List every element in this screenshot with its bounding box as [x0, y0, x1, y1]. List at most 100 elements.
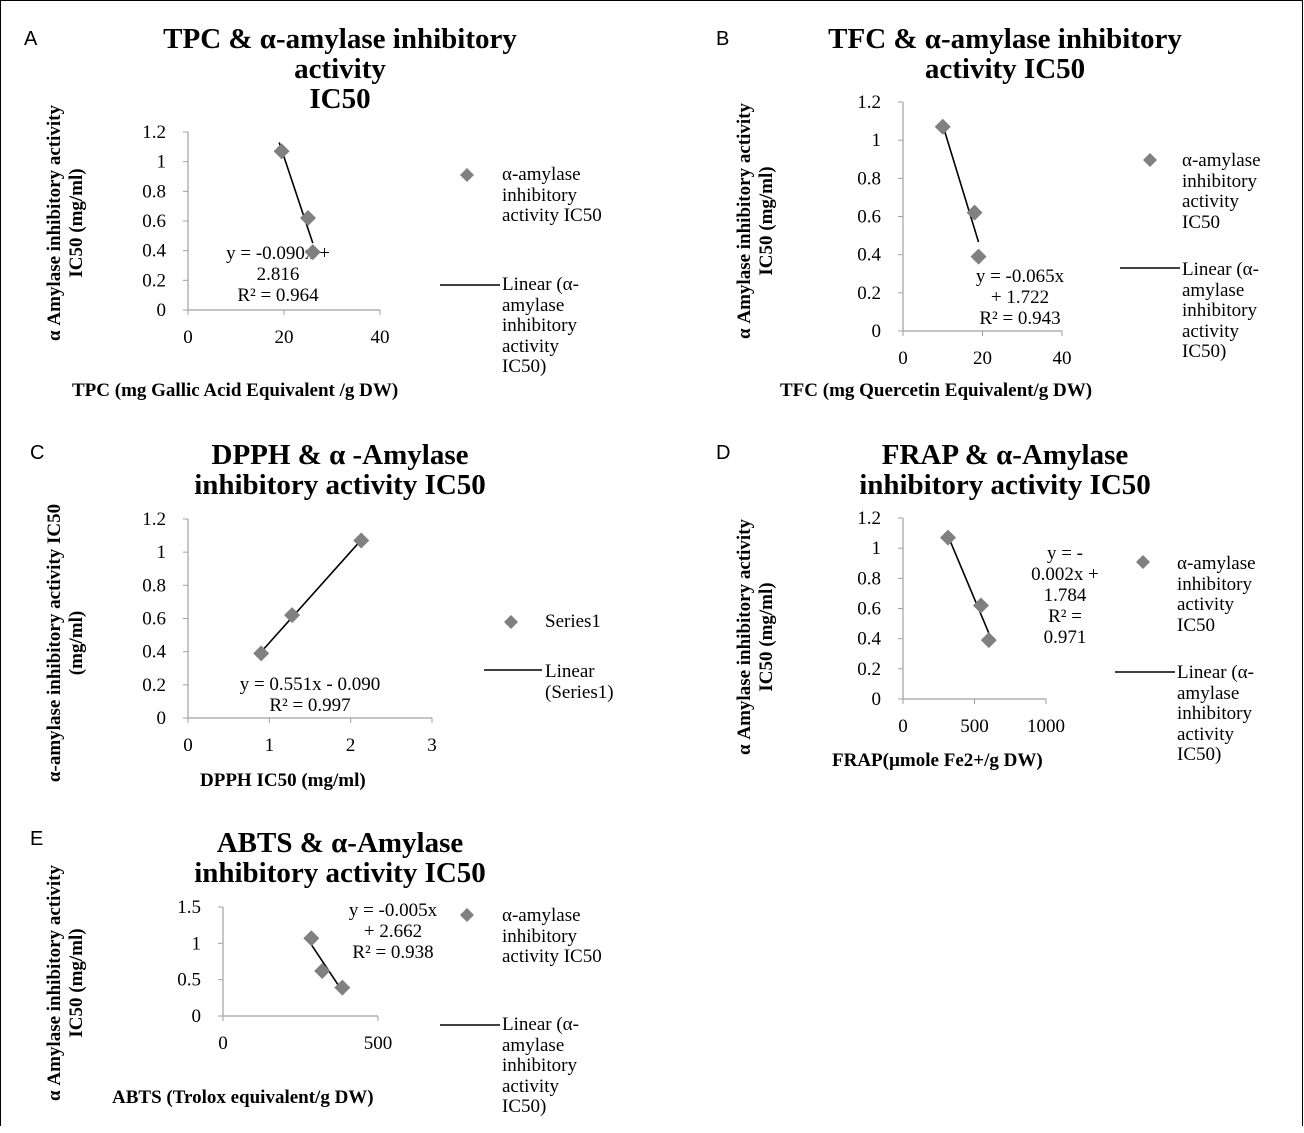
- data-point-c: [353, 532, 370, 549]
- y-tick-label-a: 0: [157, 300, 167, 321]
- trendline-equation-a: y = -0.090x + 2.816 R² = 0.964: [226, 243, 330, 306]
- data-point-a: [304, 244, 321, 261]
- y-tick-label-b: 0.8: [857, 168, 881, 189]
- legend-marker-label-c: Series1: [545, 611, 601, 632]
- y-tick-label-b: 0.6: [857, 207, 881, 228]
- chart-title-c: DPPH & α -Amylase inhibitory activity IC…: [194, 439, 486, 501]
- data-point-c: [284, 607, 301, 624]
- y-tick-label-c: 0.8: [142, 575, 166, 596]
- chart-title-a: TPC & α-amylase inhibitory activity IC50: [163, 23, 517, 115]
- y-tick-label-b: 0.4: [857, 245, 881, 266]
- y-tick-label-d: 0.4: [857, 629, 881, 650]
- x-axis-label-c: DPPH IC50 (mg/ml): [200, 770, 366, 791]
- data-point-d: [940, 529, 957, 546]
- panel-letter-b: B: [716, 28, 730, 50]
- panel-letter-a: A: [24, 28, 38, 50]
- x-tick-label-c: 0: [183, 735, 193, 756]
- x-tick-label-e: 0: [218, 1033, 228, 1054]
- y-tick-label-b: 1.2: [857, 92, 881, 113]
- y-tick-label-a: 1.2: [142, 122, 166, 143]
- x-axis-label-e: ABTS (Trolox equivalent/g DW): [112, 1087, 374, 1108]
- trendline-equation-c: y = 0.551x - 0.090 R² = 0.997: [239, 674, 381, 716]
- legend-marker-symbol-e: [460, 908, 474, 922]
- y-tick-label-e: 0.5: [177, 970, 201, 991]
- y-tick-label-c: 0.4: [142, 642, 166, 663]
- legend-line-label-d: Linear (α- amylase inhibitory activity I…: [1177, 662, 1254, 765]
- trendline-equation-b: y = -0.065x + 1.722 R² = 0.943: [975, 266, 1065, 329]
- y-tick-label-a: 0.6: [142, 211, 166, 232]
- legend-marker-label-b: α-amylase inhibitory activity IC50: [1182, 150, 1261, 233]
- y-tick-label-c: 1: [157, 542, 167, 563]
- legend-marker-label-a: α-amylase inhibitory activity IC50: [502, 164, 602, 226]
- y-tick-label-a: 0.2: [142, 270, 166, 291]
- data-point-d: [972, 597, 989, 614]
- data-point-b: [934, 118, 951, 135]
- data-point-b: [966, 204, 983, 221]
- x-tick-label-b: 40: [1053, 348, 1072, 369]
- legend-marker-symbol-d: [1136, 555, 1150, 569]
- chart-title-b: TFC & α-amylase inhibitory activity IC50: [828, 23, 1182, 85]
- x-axis-label-a: TPC (mg Gallic Acid Equivalent /g DW): [72, 380, 399, 401]
- x-tick-label-a: 40: [371, 327, 390, 348]
- x-tick-label-e: 500: [364, 1033, 393, 1054]
- legend-marker-symbol-b: [1143, 153, 1157, 167]
- trendline-a: [278, 142, 314, 244]
- legend-line-label-e: Linear (α- amylase inhibitory activity I…: [502, 1014, 579, 1117]
- x-tick-label-c: 3: [427, 735, 437, 756]
- x-tick-label-b: 20: [973, 348, 992, 369]
- data-point-a: [273, 143, 290, 160]
- x-tick-label-d: 1000: [1027, 716, 1065, 737]
- trendline-equation-e: y = -0.005x + 2.662 R² = 0.938: [348, 900, 438, 963]
- data-point-e: [314, 962, 331, 979]
- legend-line-label-a: Linear (α- amylase inhibitory activity I…: [502, 274, 579, 377]
- data-point-e: [303, 930, 320, 947]
- legend-marker-label-e: α-amylase inhibitory activity IC50: [502, 905, 602, 967]
- data-point-e: [334, 979, 351, 996]
- y-tick-label-b: 0: [872, 321, 882, 342]
- data-point-b: [970, 248, 987, 265]
- y-tick-label-d: 0.2: [857, 659, 881, 680]
- legend-marker-symbol-c: [504, 615, 518, 629]
- y-tick-label-e: 0: [192, 1006, 202, 1027]
- data-point-d: [980, 632, 997, 649]
- x-tick-label-c: 1: [265, 735, 275, 756]
- x-tick-label-a: 20: [275, 327, 294, 348]
- legend-marker-symbol-a: [460, 168, 474, 182]
- y-tick-label-c: 0: [157, 708, 167, 729]
- y-tick-label-d: 0: [872, 689, 882, 710]
- trendline-equation-d: y = - 0.002x + 1.784 R² = 0.971: [1031, 543, 1099, 648]
- x-tick-label-b: 0: [898, 348, 908, 369]
- legend-line-label-b: Linear (α- amylase inhibitory activity I…: [1182, 259, 1259, 362]
- y-tick-label-d: 1: [872, 538, 882, 559]
- y-tick-label-a: 1: [157, 152, 167, 173]
- y-tick-label-a: 0.4: [142, 241, 166, 262]
- y-tick-label-d: 0.6: [857, 599, 881, 620]
- y-tick-label-b: 1: [872, 130, 882, 151]
- y-tick-label-c: 0.6: [142, 609, 166, 630]
- y-tick-label-d: 0.8: [857, 568, 881, 589]
- y-tick-label-c: 1.2: [142, 509, 166, 530]
- x-tick-label-d: 500: [960, 716, 989, 737]
- y-tick-label-e: 1.5: [177, 897, 201, 918]
- y-tick-label-b: 0.2: [857, 283, 881, 304]
- chart-title-d: FRAP & α-Amylase inhibitory activity IC5…: [859, 439, 1151, 501]
- legend-marker-label-d: α-amylase inhibitory activity IC50: [1177, 553, 1256, 636]
- x-tick-label-a: 0: [183, 327, 193, 348]
- x-tick-label-c: 2: [346, 735, 356, 756]
- panel-letter-c: C: [30, 442, 45, 464]
- y-tick-label-c: 0.2: [142, 675, 166, 696]
- panel-letter-e: E: [30, 828, 44, 850]
- panel-letter-d: D: [716, 442, 731, 464]
- chart-title-e: ABTS & α-Amylase inhibitory activity IC5…: [194, 827, 486, 889]
- y-tick-label-d: 1.2: [857, 508, 881, 529]
- x-tick-label-d: 0: [898, 716, 908, 737]
- legend-line-label-c: Linear (Series1): [545, 661, 614, 703]
- trendline-d: [947, 535, 990, 634]
- x-axis-label-b: TFC (mg Quercetin Equivalent/g DW): [780, 380, 1093, 401]
- y-tick-label-a: 0.8: [142, 181, 166, 202]
- x-axis-label-d: FRAP(µmole Fe2+/g DW): [832, 750, 1043, 771]
- y-tick-label-e: 1: [192, 933, 202, 954]
- trendline-b: [941, 124, 980, 243]
